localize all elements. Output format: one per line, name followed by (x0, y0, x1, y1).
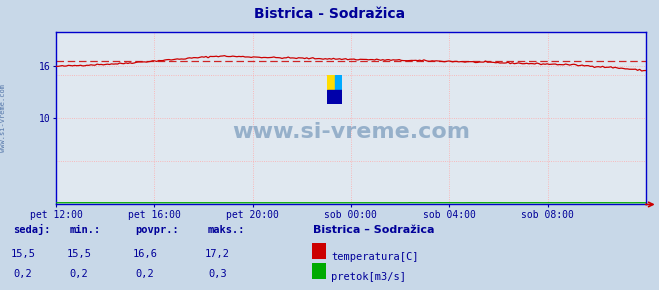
Bar (328, 90, 342, 104)
Text: 0,2: 0,2 (70, 269, 88, 279)
Text: temperatura[C]: temperatura[C] (331, 252, 419, 262)
Bar (335, 75, 342, 90)
Text: 0,2: 0,2 (14, 269, 32, 279)
Bar (328, 75, 335, 90)
Text: 0,2: 0,2 (136, 269, 154, 279)
Text: sedaj:: sedaj: (13, 224, 51, 235)
Text: 16,6: 16,6 (132, 249, 158, 259)
Text: 17,2: 17,2 (205, 249, 230, 259)
Text: Bistrica – Sodražica: Bistrica – Sodražica (313, 225, 434, 235)
Text: Bistrica - Sodražica: Bistrica - Sodražica (254, 7, 405, 21)
Text: 0,3: 0,3 (208, 269, 227, 279)
Text: povpr.:: povpr.: (135, 225, 179, 235)
Text: pretok[m3/s]: pretok[m3/s] (331, 272, 407, 282)
Text: maks.:: maks.: (208, 225, 245, 235)
Text: 15,5: 15,5 (67, 249, 92, 259)
Text: www.si-vreme.com: www.si-vreme.com (0, 84, 7, 152)
Text: min.:: min.: (69, 225, 100, 235)
Text: 15,5: 15,5 (11, 249, 36, 259)
Text: www.si-vreme.com: www.si-vreme.com (232, 122, 470, 142)
